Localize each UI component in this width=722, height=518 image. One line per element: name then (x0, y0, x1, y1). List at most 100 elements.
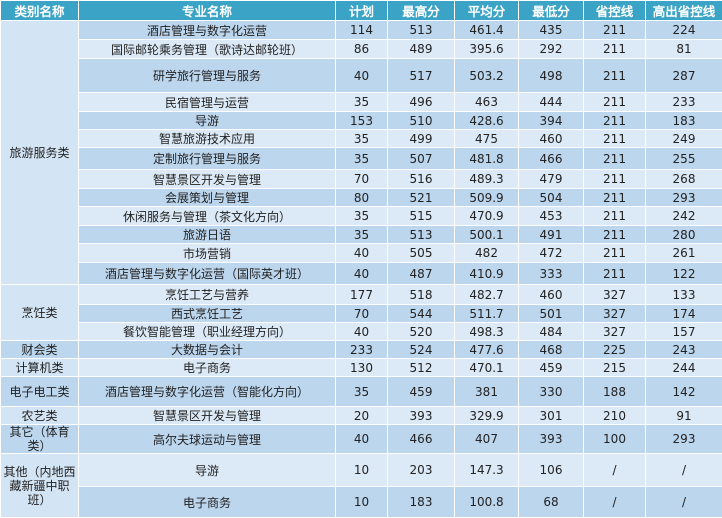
avg-cell: 509.9 (455, 189, 519, 207)
min-cell: 435 (519, 21, 584, 40)
avg-cell: 100.8 (455, 487, 519, 518)
major-cell: 国际邮轮乘务管理（歌诗达邮轮班） (79, 40, 336, 59)
above-control-cell: / (646, 454, 722, 487)
control-line-cell: 225 (584, 341, 646, 359)
min-cell: 468 (519, 341, 584, 359)
above-control-cell: 287 (646, 59, 722, 93)
avg-cell: 475 (455, 130, 519, 148)
major-cell: 旅游日语 (79, 226, 336, 244)
min-cell: 491 (519, 226, 584, 244)
control-line-cell: 211 (584, 21, 646, 40)
major-cell: 会展策划与管理 (79, 189, 336, 207)
major-cell: 导游 (79, 112, 336, 130)
above-control-cell: 183 (646, 112, 722, 130)
min-cell: 394 (519, 112, 584, 130)
major-cell: 定制旅行管理与服务 (79, 148, 336, 170)
max-cell: 512 (388, 359, 455, 377)
above-control-cell: / (646, 487, 722, 518)
control-line-cell: 211 (584, 40, 646, 59)
above-control-cell: 242 (646, 207, 722, 226)
major-cell: 电子商务 (79, 359, 336, 377)
header-max: 最高分 (388, 1, 455, 21)
above-control-cell: 122 (646, 263, 722, 285)
major-cell: 酒店管理与数字化运营（智能化方向） (79, 377, 336, 407)
max-cell: 517 (388, 59, 455, 93)
avg-cell: 481.8 (455, 148, 519, 170)
category-cell: 农艺类 (1, 407, 79, 425)
plan-cell: 80 (336, 189, 388, 207)
control-line-cell: 211 (584, 93, 646, 112)
min-cell: 292 (519, 40, 584, 59)
plan-cell: 114 (336, 21, 388, 40)
avg-cell: 500.1 (455, 226, 519, 244)
above-control-cell: 81 (646, 40, 722, 59)
above-control-cell: 293 (646, 425, 722, 454)
avg-cell: 463 (455, 93, 519, 112)
control-line-cell: 327 (584, 285, 646, 305)
max-cell: 521 (388, 189, 455, 207)
plan-cell: 70 (336, 305, 388, 323)
max-cell: 544 (388, 305, 455, 323)
control-line-cell: 327 (584, 305, 646, 323)
control-line-cell: 211 (584, 130, 646, 148)
control-line-cell: 211 (584, 226, 646, 244)
above-control-cell: 157 (646, 323, 722, 341)
min-cell: 453 (519, 207, 584, 226)
min-cell: 466 (519, 148, 584, 170)
header-major: 专业名称 (79, 1, 336, 21)
major-cell: 西式烹饪工艺 (79, 305, 336, 323)
plan-cell: 35 (336, 377, 388, 407)
max-cell: 466 (388, 425, 455, 454)
major-cell: 酒店管理与数字化运营（国际英才班） (79, 263, 336, 285)
plan-cell: 40 (336, 263, 388, 285)
header-above-control: 高出省控线 (646, 1, 722, 21)
above-control-cell: 142 (646, 377, 722, 407)
plan-cell: 70 (336, 170, 388, 189)
plan-cell: 153 (336, 112, 388, 130)
plan-cell: 130 (336, 359, 388, 377)
plan-cell: 10 (336, 454, 388, 487)
major-cell: 研学旅行管理与服务 (79, 59, 336, 93)
max-cell: 520 (388, 323, 455, 341)
major-cell: 智慧景区开发与管理 (79, 170, 336, 189)
plan-cell: 40 (336, 244, 388, 263)
above-control-cell: 133 (646, 285, 722, 305)
plan-cell: 40 (336, 59, 388, 93)
plan-cell: 40 (336, 323, 388, 341)
max-cell: 518 (388, 285, 455, 305)
above-control-cell: 261 (646, 244, 722, 263)
control-line-cell: 211 (584, 263, 646, 285)
plan-cell: 35 (336, 93, 388, 112)
min-cell: 501 (519, 305, 584, 323)
min-cell: 68 (519, 487, 584, 518)
plan-cell: 233 (336, 341, 388, 359)
header-min: 最低分 (519, 1, 584, 21)
avg-cell: 470.9 (455, 207, 519, 226)
major-cell: 智慧旅游技术应用 (79, 130, 336, 148)
header-control-line: 省控线 (584, 1, 646, 21)
plan-cell: 35 (336, 207, 388, 226)
max-cell: 507 (388, 148, 455, 170)
major-cell: 民宿管理与运营 (79, 93, 336, 112)
control-line-cell: 211 (584, 207, 646, 226)
avg-cell: 511.7 (455, 305, 519, 323)
min-cell: 472 (519, 244, 584, 263)
header-category: 类别名称 (1, 1, 79, 21)
above-control-cell: 268 (646, 170, 722, 189)
plan-cell: 35 (336, 148, 388, 170)
category-cell: 其他（内地西藏新疆中职班） (1, 454, 79, 518)
min-cell: 479 (519, 170, 584, 189)
min-cell: 460 (519, 130, 584, 148)
